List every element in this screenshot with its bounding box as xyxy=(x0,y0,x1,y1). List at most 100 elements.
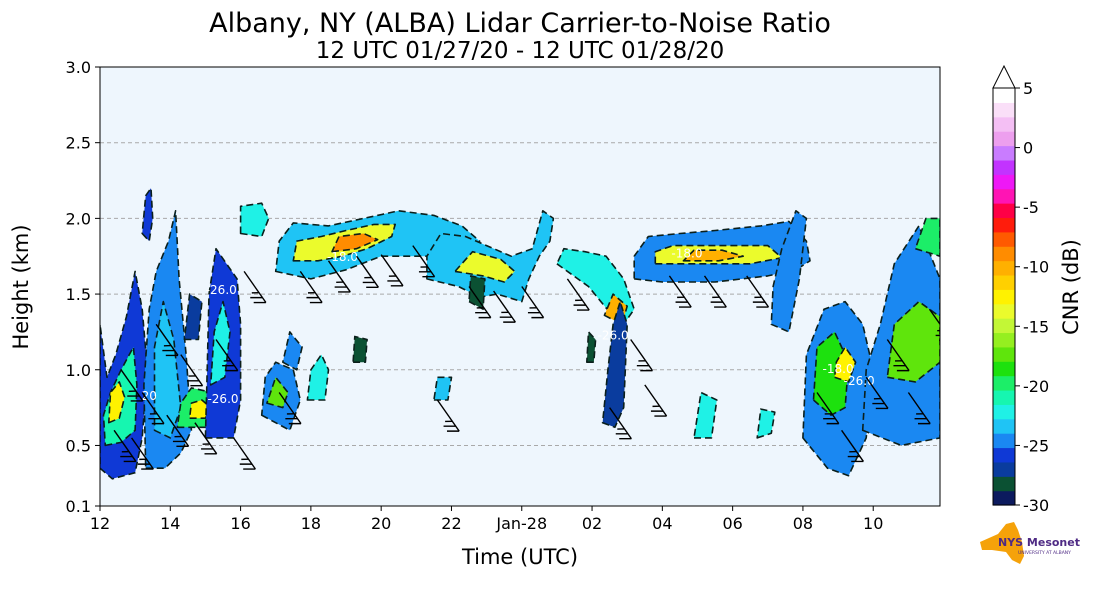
cnr-region xyxy=(352,335,368,364)
cnr-region xyxy=(306,353,330,401)
colorbar-segment xyxy=(993,303,1015,319)
wind-barb xyxy=(412,245,436,278)
y-axis-label: Height (km) xyxy=(9,224,33,349)
cnr-region xyxy=(812,331,850,417)
cnr-region xyxy=(585,331,597,364)
wind-barb xyxy=(356,255,379,289)
cnr-region xyxy=(209,300,231,386)
colorbar-extend-arrow xyxy=(992,64,1016,89)
contour-label: -18.0 xyxy=(671,247,702,261)
cnr-region xyxy=(756,408,776,439)
colorbar-segment xyxy=(993,490,1015,506)
colorbar-segment xyxy=(993,203,1015,219)
colorbar-segment xyxy=(993,332,1015,348)
cnr-region xyxy=(108,381,126,424)
x-axis: 12 14 16 18 20 22 Jan-28 02 04 06 08 10 xyxy=(90,506,883,533)
cnr-region xyxy=(141,187,154,242)
cnr-region xyxy=(433,376,453,401)
contour-label: -18.0 xyxy=(823,362,854,376)
contour-label: -26.0 xyxy=(207,392,238,406)
y-tick-label: 2.0 xyxy=(66,209,91,228)
colorbar-segment xyxy=(993,476,1015,492)
logo-text-sub: UNIVERSITY AT ALBANY xyxy=(1018,550,1071,556)
wind-barb xyxy=(299,270,323,304)
chart-subtitle: 12 UTC 01/27/20 - 12 UTC 01/28/20 xyxy=(316,38,725,64)
wind-barb xyxy=(120,369,144,402)
wind-barb xyxy=(215,339,239,372)
colorbar-tick-label: 5 xyxy=(1023,79,1033,98)
colorbar-tick-label: -30 xyxy=(1023,496,1049,515)
colorbar-segment xyxy=(993,461,1015,477)
colorbar-segment xyxy=(993,404,1015,420)
colorbar-segment xyxy=(993,159,1015,175)
cnr-region xyxy=(281,331,303,371)
cnr-region xyxy=(468,275,486,311)
wind-barb xyxy=(566,278,590,311)
colorbar-segment xyxy=(993,318,1015,334)
wind-barb xyxy=(630,339,654,372)
colorbar-segment xyxy=(993,289,1015,305)
wind-barb xyxy=(233,437,256,470)
colorbar-segment xyxy=(993,346,1015,362)
colorbar-segment xyxy=(993,217,1015,233)
wind-barb xyxy=(155,323,179,357)
wind-barb xyxy=(243,270,267,304)
wind-barb xyxy=(468,286,492,319)
colorbar-segment xyxy=(993,246,1015,262)
wind-barb xyxy=(436,399,460,432)
y-tick-label: 0.5 xyxy=(66,436,91,455)
x-axis-label: Time (UTC) xyxy=(461,545,578,569)
x-tick-label: 04 xyxy=(652,514,672,533)
ny-state-shape-icon xyxy=(980,522,1024,564)
colorbar-tick-label: -5 xyxy=(1023,198,1039,217)
x-tick-label: 20 xyxy=(371,514,391,533)
cnr-region xyxy=(693,391,718,439)
colorbar-label: CNR (dB) xyxy=(1059,239,1083,335)
wind-barb xyxy=(380,254,404,287)
cnr-region xyxy=(770,210,808,333)
wind-barb xyxy=(928,308,940,342)
colorbar-segment xyxy=(993,361,1015,377)
contour-label: -26.0 xyxy=(598,328,629,342)
colorbar-tick-label: 0 xyxy=(1023,139,1033,158)
wind-barb xyxy=(166,414,190,448)
colorbar: 5 0 -5 -10 -15 -20 -25 -30 xyxy=(992,64,1049,515)
colorbar-tick-label: -20 xyxy=(1023,377,1049,396)
wind-barb xyxy=(644,384,668,417)
cnr-region xyxy=(239,202,270,238)
wind-barb xyxy=(180,354,204,387)
y-tick-label: 3.0 xyxy=(66,58,91,77)
cnr-region xyxy=(682,249,745,262)
wind-barb xyxy=(113,429,137,463)
x-tick-label: 22 xyxy=(441,514,461,533)
logo-text-main: NYS Mesonet xyxy=(998,536,1080,549)
colorbar-segment xyxy=(993,260,1015,276)
colorbar-segment xyxy=(993,174,1015,190)
colorbar-tick-label: -25 xyxy=(1023,436,1049,455)
colorbar-segment xyxy=(993,231,1015,247)
chart-title: Albany, NY (ALBA) Lidar Carrier-to-Noise… xyxy=(209,8,831,39)
y-tick-label: 0.1 xyxy=(66,497,91,516)
wind-barb xyxy=(131,437,154,470)
wind-barb xyxy=(907,392,931,425)
colorbar-segment xyxy=(993,102,1015,118)
colorbar-frame xyxy=(992,87,1016,506)
wind-barb xyxy=(278,392,302,425)
y-tick-label: 1.5 xyxy=(66,285,91,304)
contour-label: 20 xyxy=(142,389,157,403)
cnr-region xyxy=(886,300,940,383)
cnr-region xyxy=(833,346,857,383)
cnr-region xyxy=(274,210,481,280)
contour-labels: 20-26.0-26.0-18.0-26.0-18.0-18.0-26.0 xyxy=(142,247,875,406)
colorbar-segment xyxy=(993,188,1015,204)
wind-barb xyxy=(521,286,545,319)
cnr-region xyxy=(153,300,182,439)
wind-barb xyxy=(865,376,889,410)
colorbar-tick-label: -10 xyxy=(1023,258,1049,277)
contour-label: -26.0 xyxy=(206,283,237,297)
colorbar-segment xyxy=(993,116,1015,132)
wind-barbs xyxy=(113,245,940,470)
x-tick-label: 02 xyxy=(582,514,602,533)
